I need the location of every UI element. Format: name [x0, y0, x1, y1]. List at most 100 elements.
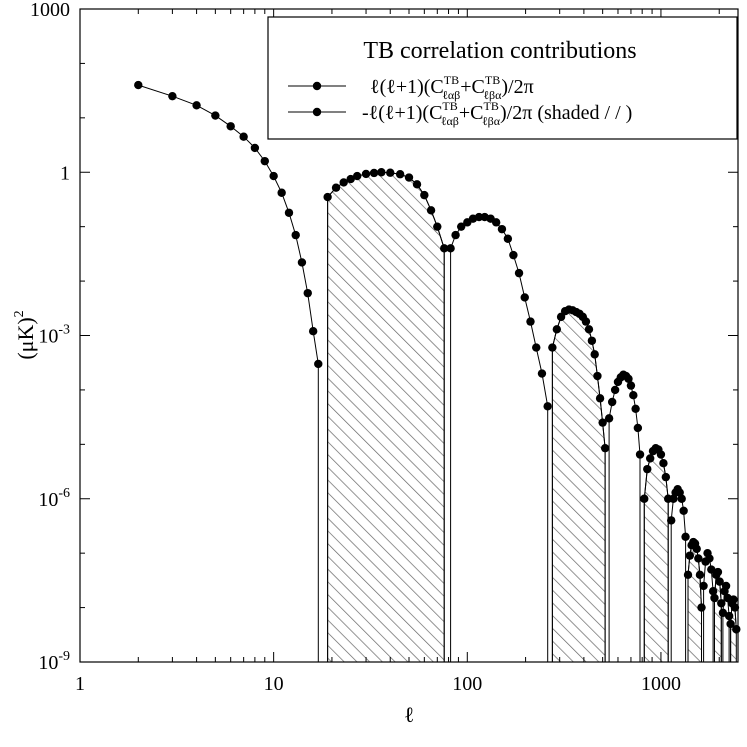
data-point [346, 174, 355, 184]
data-point [694, 554, 703, 563]
x-tick-label: 100 [452, 673, 482, 695]
data-point [456, 222, 466, 231]
data-point [303, 288, 312, 298]
data-point [695, 570, 705, 580]
x-tick-label: 1 [75, 673, 85, 695]
data-point [369, 168, 379, 178]
x-tick-label: 10 [264, 673, 284, 695]
data-point [451, 230, 460, 240]
data-point [667, 516, 676, 525]
y-tick-label: 10-3 [38, 323, 70, 348]
data-point [626, 381, 636, 390]
legend-entry-1: ℓ(ℓ+1)(CTB ℓαβ+CTB ℓβα)/2π [370, 73, 534, 102]
data-point [683, 570, 693, 580]
data-point [707, 565, 716, 574]
data-point [509, 250, 518, 260]
legend-marker-1 [312, 81, 322, 91]
x-tick-label: 1000 [641, 673, 681, 695]
data-point [705, 554, 714, 563]
data-point [729, 595, 738, 604]
y-axis-label: (μK)2 [12, 310, 38, 359]
data-point [581, 317, 591, 326]
data-point [710, 593, 719, 603]
data-point [503, 234, 513, 243]
y-tick-label: 1000 [30, 0, 70, 21]
data-point [697, 603, 706, 612]
x-axis-label: ℓ [404, 702, 415, 727]
data-point [629, 390, 638, 400]
data-point [607, 397, 617, 407]
data-point [726, 619, 735, 629]
data-point [446, 244, 455, 253]
data-point [598, 418, 607, 427]
data-point [514, 268, 524, 278]
data-point [308, 326, 318, 336]
data-point [134, 80, 143, 90]
data-point [717, 599, 726, 608]
data-point [226, 122, 235, 131]
data-point [692, 544, 701, 554]
data-point [426, 206, 436, 215]
data-point [395, 170, 405, 179]
data-point [491, 218, 501, 227]
data-point [537, 369, 547, 378]
data-point [724, 611, 734, 621]
data-point [269, 171, 278, 181]
data-point [168, 91, 177, 101]
data-point [352, 171, 362, 181]
data-point [339, 178, 348, 187]
data-point [291, 230, 300, 240]
data-point [250, 143, 260, 153]
data-point [497, 224, 507, 234]
data-point [412, 180, 422, 189]
data-point [631, 404, 640, 413]
data-point [420, 190, 429, 200]
data-point [520, 293, 529, 302]
data-point [386, 168, 395, 177]
data-point [192, 101, 201, 110]
data-point [260, 156, 269, 166]
legend-marker-2 [312, 107, 322, 117]
data-point [708, 587, 718, 596]
legend: TB correlation contributions ℓ(ℓ+1)(CTB ℓ… [267, 16, 738, 140]
data-point [552, 325, 562, 334]
data-point [377, 168, 386, 177]
data-point [643, 464, 652, 474]
data-point [543, 402, 552, 411]
data-point [331, 183, 341, 192]
data-point [656, 450, 666, 459]
data-point [635, 450, 645, 459]
data-point [679, 506, 688, 516]
data-point [440, 244, 449, 253]
data-point [633, 423, 643, 433]
data-point [677, 494, 686, 503]
y-tick-label: 10-6 [38, 486, 70, 511]
data-point [433, 222, 442, 231]
data-point [661, 472, 671, 482]
data-point [593, 371, 602, 381]
y-tick-label: 10-9 [38, 649, 70, 674]
data-point [323, 192, 332, 202]
shaded-region-3 [551, 309, 606, 663]
data-point [732, 625, 741, 634]
data-point [297, 258, 307, 267]
data-point [721, 581, 731, 591]
data-point [713, 567, 723, 577]
data-point [532, 343, 541, 352]
data-point [645, 454, 655, 463]
data-point [548, 343, 557, 352]
data-point [584, 325, 594, 334]
data-point [600, 443, 610, 453]
data-point [699, 581, 708, 591]
data-point [715, 577, 724, 586]
data-point [624, 374, 633, 384]
data-point [640, 494, 649, 503]
data-point [404, 173, 414, 182]
data-point [590, 350, 599, 359]
y-axis-label-exponent: 2 [12, 310, 27, 317]
data-point [604, 414, 614, 423]
data-point [587, 336, 597, 345]
data-point [277, 188, 286, 197]
data-point [681, 532, 690, 541]
